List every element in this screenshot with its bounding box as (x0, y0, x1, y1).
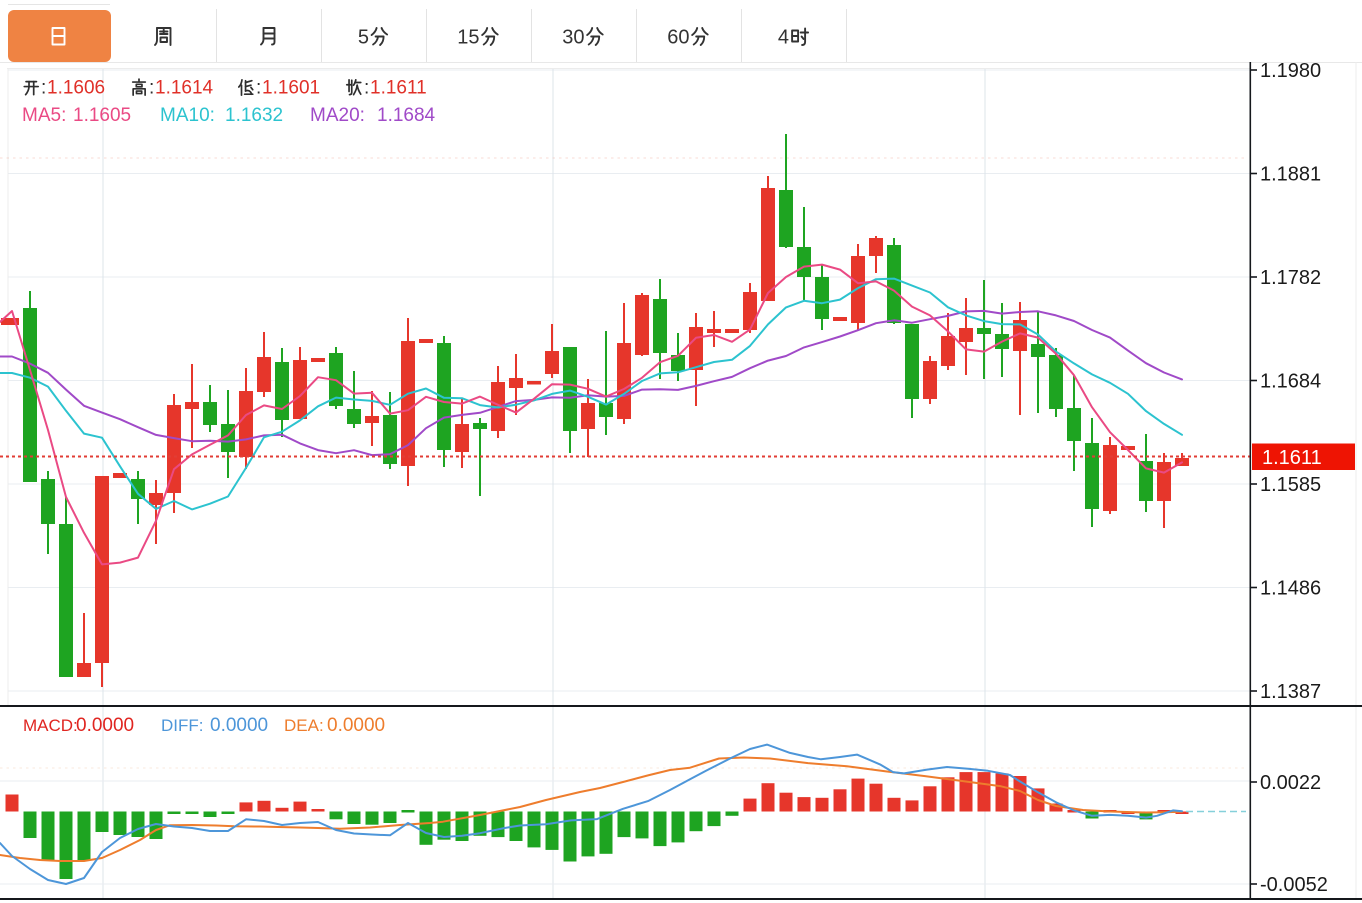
svg-text:1.1684: 1.1684 (1260, 371, 1321, 393)
svg-text:1.1486: 1.1486 (1260, 578, 1321, 600)
svg-text:DIFF:: DIFF: (161, 716, 204, 735)
svg-text:1.1387: 1.1387 (1260, 681, 1321, 703)
svg-text:-0.0052: -0.0052 (1260, 874, 1328, 896)
svg-text:1.1782: 1.1782 (1260, 267, 1321, 289)
svg-text:1.1614: 1.1614 (155, 78, 214, 99)
svg-text:1.1632: 1.1632 (225, 105, 283, 126)
svg-text:0.0000: 0.0000 (76, 715, 134, 736)
svg-text:1.1605: 1.1605 (73, 105, 131, 126)
svg-text:0.0000: 0.0000 (210, 715, 268, 736)
svg-text:0.0000: 0.0000 (327, 715, 385, 736)
svg-text::: : (364, 78, 369, 99)
svg-text:1.1881: 1.1881 (1260, 164, 1321, 186)
svg-text:1.1980: 1.1980 (1260, 60, 1321, 82)
svg-text::: : (256, 78, 261, 99)
svg-text::: : (149, 78, 154, 99)
svg-text:1.1684: 1.1684 (377, 105, 436, 126)
svg-text:15: 15 (457, 27, 479, 49)
svg-text:60: 60 (667, 27, 689, 49)
svg-text:1.1611: 1.1611 (370, 78, 427, 99)
svg-text:MA10:: MA10: (160, 105, 215, 126)
svg-text:0.0022: 0.0022 (1260, 772, 1321, 794)
svg-text:1.1606: 1.1606 (47, 78, 105, 99)
svg-text::: : (41, 78, 46, 99)
svg-text:DEA:: DEA: (284, 716, 324, 735)
svg-text:1.1601: 1.1601 (262, 78, 320, 99)
svg-text:4: 4 (778, 27, 789, 49)
svg-text:30: 30 (562, 27, 584, 49)
svg-text:1.1611: 1.1611 (1262, 447, 1322, 469)
svg-text:MA20:: MA20: (310, 105, 365, 126)
svg-text:MA5:: MA5: (22, 105, 66, 126)
svg-text:MACD:: MACD: (23, 716, 78, 735)
svg-text:1.1585: 1.1585 (1260, 474, 1321, 496)
svg-text:5: 5 (358, 27, 369, 49)
